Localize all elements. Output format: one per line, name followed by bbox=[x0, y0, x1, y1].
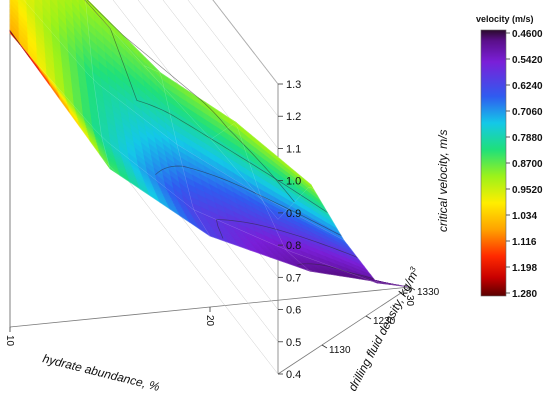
z-tick-label: 0.8 bbox=[286, 240, 301, 252]
y-tick-label: 1230 bbox=[373, 316, 396, 327]
colorbar-tick-label: 1.034 bbox=[512, 211, 537, 222]
z-tick-label: 1.3 bbox=[286, 79, 301, 91]
colorbar-tick-label: 0.5420 bbox=[512, 55, 543, 66]
mesh-line bbox=[83, 0, 279, 220]
mesh-line bbox=[23, 0, 345, 241]
z-tick-label: 1.1 bbox=[286, 143, 301, 155]
gridline bbox=[212, 0, 279, 85]
colorbar-tick-label: 1.198 bbox=[512, 263, 537, 274]
mesh-line bbox=[87, 0, 312, 185]
colorbar-tick-label: 1.116 bbox=[512, 237, 537, 248]
colorbar-tick-label: 0.8700 bbox=[512, 159, 543, 170]
z-tick-label: 0.5 bbox=[286, 337, 301, 349]
z-tick-label: 1.0 bbox=[286, 176, 301, 188]
x-tick-label: 20 bbox=[204, 315, 215, 327]
z-tick-label: 1.2 bbox=[286, 111, 301, 123]
y-axis-title-sup: 3 bbox=[408, 265, 418, 274]
contour-line bbox=[86, 0, 295, 203]
x-tick-label: 10 bbox=[4, 335, 15, 347]
z-axis-title: critical velocity, m/s bbox=[436, 130, 450, 232]
colorbar-tick-label: 1.280 bbox=[512, 289, 537, 300]
mesh-line bbox=[9, 30, 411, 288]
mesh-line bbox=[84, 0, 111, 169]
z-tick-label: 0.7 bbox=[286, 272, 301, 284]
mesh-line bbox=[277, 186, 411, 288]
colorbar-tick-label: 0.4600 bbox=[512, 29, 543, 40]
colorbar: velocity (m/s) 0.4600 0.5420 0.6240 0.7060 0… bbox=[476, 14, 543, 300]
axis-ticks: 0.4 0.5 0.6 0.7 0.8 0.9 1.0 1.1 1.2 1.3 10 20 30 1130… bbox=[4, 79, 440, 381]
z-tick-label: 0.6 bbox=[286, 305, 301, 317]
y-axis-title-main: drilling fluid density, kg/m bbox=[345, 269, 420, 393]
colorbar-title: velocity (m/s) bbox=[476, 14, 534, 24]
y-tick-mark bbox=[409, 286, 416, 291]
gridline bbox=[162, 0, 279, 149]
contour-line bbox=[297, 263, 374, 280]
z-tick-label: 0.4 bbox=[286, 369, 301, 381]
y-tick-label: 1130 bbox=[329, 345, 351, 356]
colorbar-tick-label: 0.7880 bbox=[512, 133, 543, 144]
mesh-line bbox=[210, 123, 311, 272]
contour-line bbox=[155, 165, 342, 236]
z-tick-label: 0.9 bbox=[286, 208, 301, 220]
gridline bbox=[187, 0, 279, 117]
colorbar-gradient bbox=[480, 29, 507, 297]
mesh-line bbox=[143, 65, 211, 237]
mesh-line bbox=[9, 32, 378, 284]
y-tick-label: 1330 bbox=[417, 287, 440, 298]
colorbar-tick-label: 0.6240 bbox=[512, 81, 543, 92]
colorbar-tick-label: 0.9520 bbox=[512, 185, 543, 196]
frame-edge-right-bottom bbox=[277, 286, 411, 375]
surface-plot bbox=[9, 0, 411, 288]
x-tick-label: 30 bbox=[404, 295, 415, 307]
x-axis-title: hydrate abundance, % bbox=[41, 351, 161, 394]
contour-line bbox=[215, 219, 358, 258]
y-tick-mark bbox=[365, 315, 372, 320]
contour-lines bbox=[9, 0, 411, 288]
y-tick-mark bbox=[321, 344, 328, 349]
colorbar-tick-label: 0.7060 bbox=[512, 107, 543, 118]
